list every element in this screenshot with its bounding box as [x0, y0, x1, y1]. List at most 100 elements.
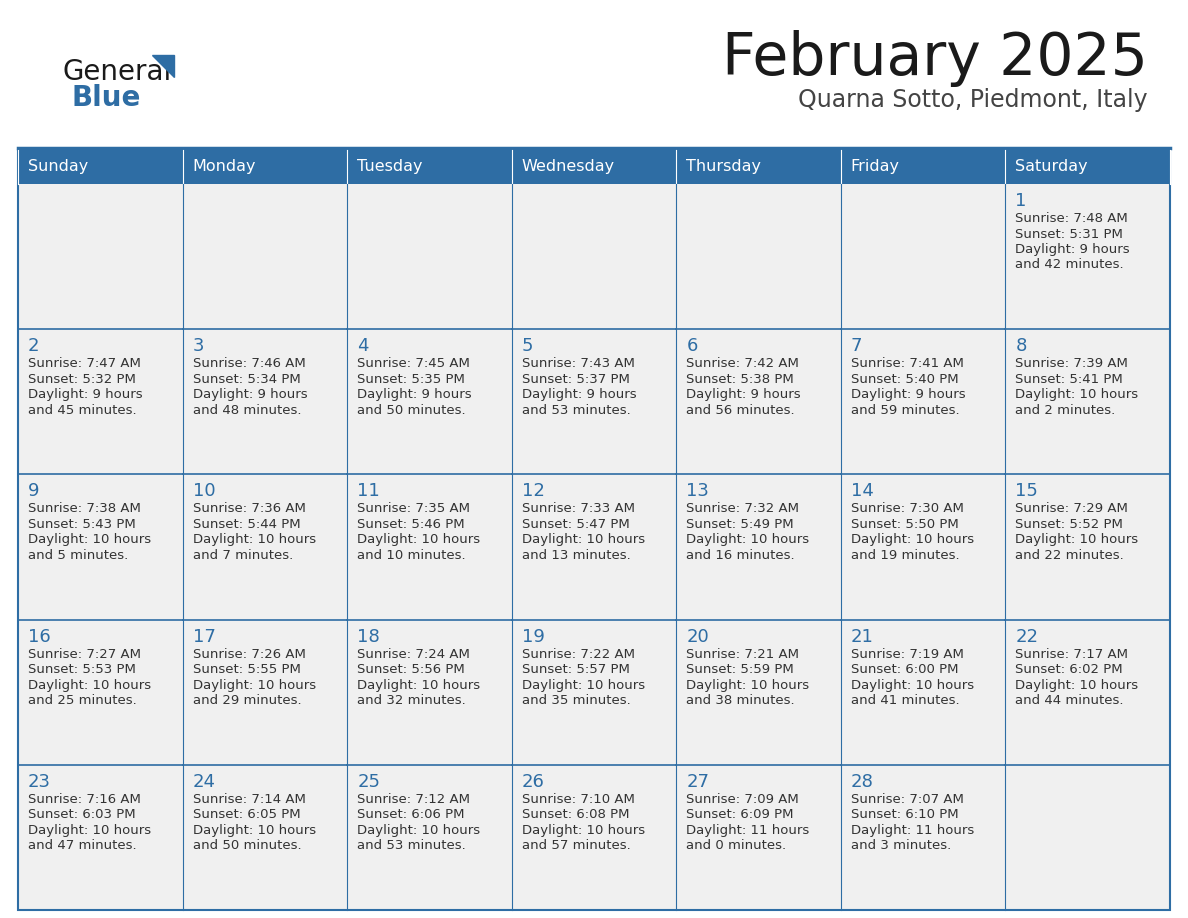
- Text: Sunrise: 7:39 AM: Sunrise: 7:39 AM: [1016, 357, 1129, 370]
- Bar: [676, 184, 841, 330]
- Text: 18: 18: [358, 628, 380, 645]
- Text: Sunrise: 7:10 AM: Sunrise: 7:10 AM: [522, 793, 634, 806]
- Text: 20: 20: [687, 628, 709, 645]
- Text: Wednesday: Wednesday: [522, 160, 615, 174]
- Text: Sunrise: 7:07 AM: Sunrise: 7:07 AM: [851, 793, 963, 806]
- Text: and 42 minutes.: and 42 minutes.: [1016, 259, 1124, 272]
- Text: Sunrise: 7:47 AM: Sunrise: 7:47 AM: [29, 357, 141, 370]
- Text: Sunset: 5:34 PM: Sunset: 5:34 PM: [192, 373, 301, 386]
- Bar: [841, 765, 1005, 910]
- Text: 10: 10: [192, 482, 215, 500]
- Text: Daylight: 11 hours: Daylight: 11 hours: [851, 823, 974, 837]
- Bar: [512, 765, 676, 910]
- Text: Sunset: 5:44 PM: Sunset: 5:44 PM: [192, 518, 301, 531]
- Text: Sunrise: 7:43 AM: Sunrise: 7:43 AM: [522, 357, 634, 370]
- Bar: [18, 620, 183, 765]
- Bar: [1005, 765, 1170, 910]
- Bar: [347, 184, 512, 330]
- Text: Daylight: 9 hours: Daylight: 9 hours: [29, 388, 143, 401]
- Text: Sunrise: 7:33 AM: Sunrise: 7:33 AM: [522, 502, 634, 515]
- Text: Sunset: 5:31 PM: Sunset: 5:31 PM: [1016, 228, 1124, 241]
- Text: Daylight: 10 hours: Daylight: 10 hours: [522, 823, 645, 837]
- Text: Daylight: 10 hours: Daylight: 10 hours: [522, 678, 645, 691]
- Text: Sunrise: 7:46 AM: Sunrise: 7:46 AM: [192, 357, 305, 370]
- Text: General: General: [62, 58, 171, 86]
- Bar: [676, 620, 841, 765]
- Text: and 41 minutes.: and 41 minutes.: [851, 694, 960, 707]
- Bar: [1005, 475, 1170, 620]
- Text: 21: 21: [851, 628, 873, 645]
- Text: Sunrise: 7:38 AM: Sunrise: 7:38 AM: [29, 502, 141, 515]
- Text: Daylight: 10 hours: Daylight: 10 hours: [1016, 388, 1138, 401]
- Bar: [347, 150, 512, 184]
- Text: Daylight: 10 hours: Daylight: 10 hours: [687, 533, 809, 546]
- Text: and 50 minutes.: and 50 minutes.: [358, 404, 466, 417]
- Bar: [841, 475, 1005, 620]
- Text: 3: 3: [192, 337, 204, 355]
- Bar: [841, 620, 1005, 765]
- Text: Thursday: Thursday: [687, 160, 762, 174]
- Text: and 3 minutes.: and 3 minutes.: [851, 839, 952, 852]
- Text: Sunset: 5:38 PM: Sunset: 5:38 PM: [687, 373, 794, 386]
- Text: Daylight: 10 hours: Daylight: 10 hours: [358, 678, 480, 691]
- Text: Daylight: 10 hours: Daylight: 10 hours: [192, 823, 316, 837]
- Bar: [183, 330, 347, 475]
- Text: 9: 9: [29, 482, 39, 500]
- Bar: [18, 475, 183, 620]
- Bar: [512, 330, 676, 475]
- Text: Sunrise: 7:14 AM: Sunrise: 7:14 AM: [192, 793, 305, 806]
- Text: 26: 26: [522, 773, 544, 790]
- Bar: [183, 765, 347, 910]
- Text: Quarna Sotto, Piedmont, Italy: Quarna Sotto, Piedmont, Italy: [798, 88, 1148, 112]
- Text: Sunset: 5:46 PM: Sunset: 5:46 PM: [358, 518, 465, 531]
- Text: 4: 4: [358, 337, 368, 355]
- Text: Monday: Monday: [192, 160, 257, 174]
- Bar: [841, 150, 1005, 184]
- Text: Sunset: 5:35 PM: Sunset: 5:35 PM: [358, 373, 465, 386]
- Text: Daylight: 9 hours: Daylight: 9 hours: [522, 388, 637, 401]
- Text: Daylight: 10 hours: Daylight: 10 hours: [358, 823, 480, 837]
- Bar: [841, 330, 1005, 475]
- Text: 24: 24: [192, 773, 215, 790]
- Bar: [676, 765, 841, 910]
- Text: Daylight: 10 hours: Daylight: 10 hours: [192, 678, 316, 691]
- Text: and 59 minutes.: and 59 minutes.: [851, 404, 960, 417]
- Text: Daylight: 10 hours: Daylight: 10 hours: [687, 678, 809, 691]
- Bar: [512, 184, 676, 330]
- Text: and 0 minutes.: and 0 minutes.: [687, 839, 786, 852]
- Text: and 2 minutes.: and 2 minutes.: [1016, 404, 1116, 417]
- Text: 5: 5: [522, 337, 533, 355]
- Text: and 10 minutes.: and 10 minutes.: [358, 549, 466, 562]
- Bar: [347, 620, 512, 765]
- Bar: [18, 150, 1170, 910]
- Text: Daylight: 9 hours: Daylight: 9 hours: [1016, 243, 1130, 256]
- Text: Daylight: 10 hours: Daylight: 10 hours: [29, 533, 151, 546]
- Text: Sunrise: 7:22 AM: Sunrise: 7:22 AM: [522, 647, 634, 661]
- Text: Sunrise: 7:17 AM: Sunrise: 7:17 AM: [1016, 647, 1129, 661]
- Text: 23: 23: [29, 773, 51, 790]
- Text: 6: 6: [687, 337, 697, 355]
- Text: Sunset: 6:05 PM: Sunset: 6:05 PM: [192, 809, 301, 822]
- Text: and 7 minutes.: and 7 minutes.: [192, 549, 292, 562]
- Text: and 45 minutes.: and 45 minutes.: [29, 404, 137, 417]
- Text: and 35 minutes.: and 35 minutes.: [522, 694, 631, 707]
- Text: Sunset: 5:40 PM: Sunset: 5:40 PM: [851, 373, 959, 386]
- Text: Sunset: 5:41 PM: Sunset: 5:41 PM: [1016, 373, 1123, 386]
- Text: and 47 minutes.: and 47 minutes.: [29, 839, 137, 852]
- Text: Daylight: 9 hours: Daylight: 9 hours: [687, 388, 801, 401]
- Text: Sunset: 6:06 PM: Sunset: 6:06 PM: [358, 809, 465, 822]
- Text: Sunrise: 7:48 AM: Sunrise: 7:48 AM: [1016, 212, 1129, 225]
- Text: Sunrise: 7:09 AM: Sunrise: 7:09 AM: [687, 793, 800, 806]
- Text: Daylight: 10 hours: Daylight: 10 hours: [1016, 533, 1138, 546]
- Text: Sunset: 6:09 PM: Sunset: 6:09 PM: [687, 809, 794, 822]
- Text: Daylight: 10 hours: Daylight: 10 hours: [29, 678, 151, 691]
- Text: 2: 2: [29, 337, 39, 355]
- Text: 1: 1: [1016, 192, 1026, 210]
- Text: 19: 19: [522, 628, 544, 645]
- Text: Sunrise: 7:45 AM: Sunrise: 7:45 AM: [358, 357, 470, 370]
- Text: 17: 17: [192, 628, 215, 645]
- Text: and 25 minutes.: and 25 minutes.: [29, 694, 137, 707]
- Bar: [676, 330, 841, 475]
- Text: Sunset: 5:59 PM: Sunset: 5:59 PM: [687, 663, 794, 676]
- Text: and 50 minutes.: and 50 minutes.: [192, 839, 302, 852]
